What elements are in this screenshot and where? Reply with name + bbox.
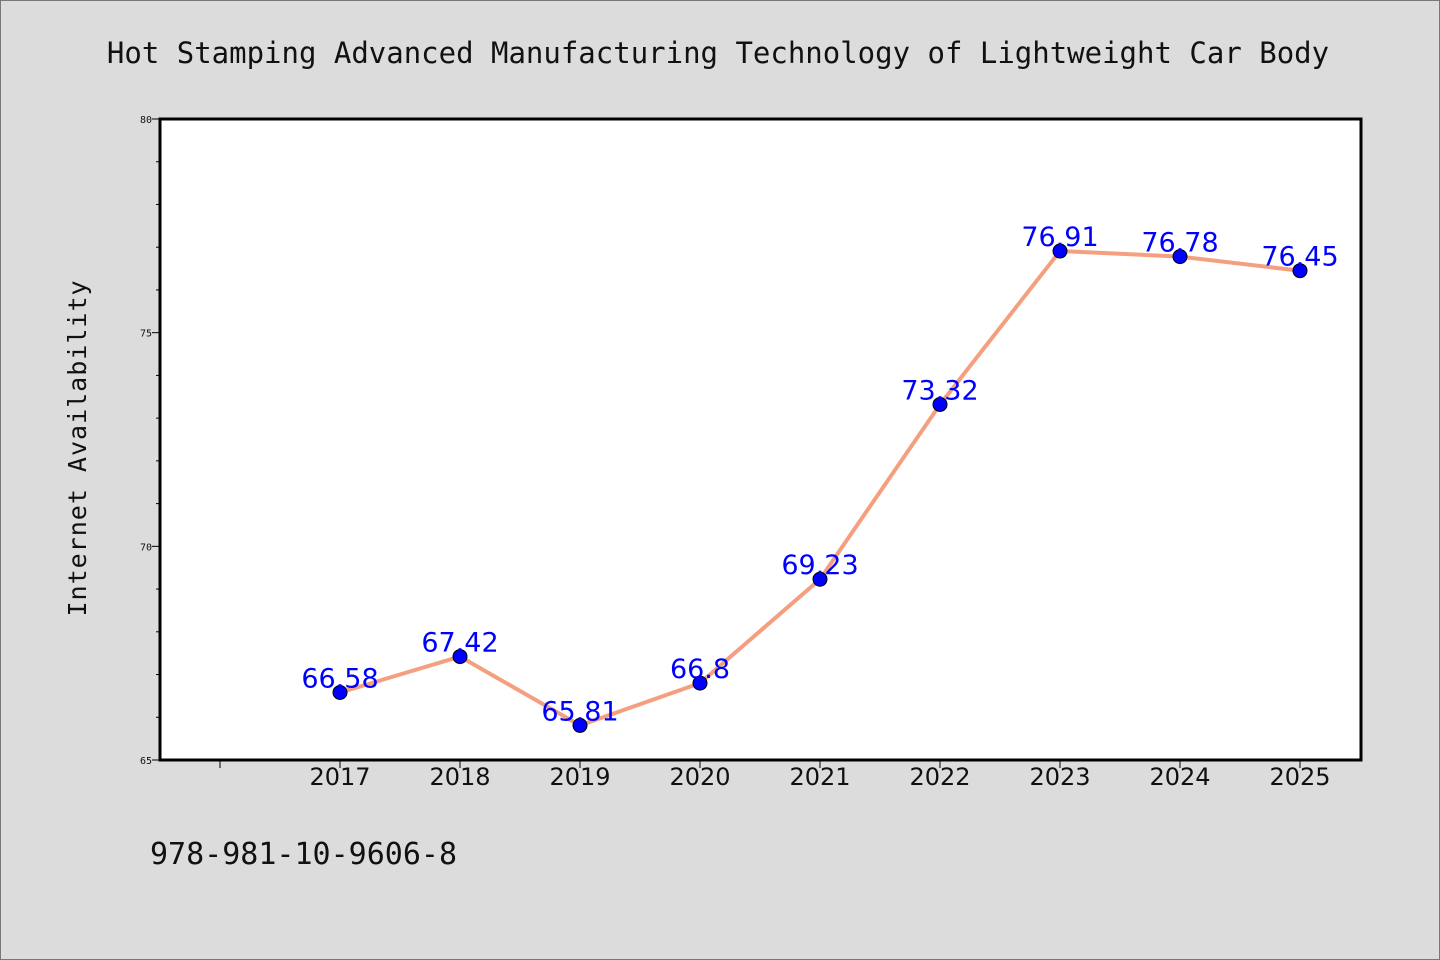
x-tick-label: 2018 xyxy=(429,763,490,791)
data-label: 65.81 xyxy=(541,696,618,727)
data-label: 66.58 xyxy=(301,663,378,694)
y-axis-label: Internet Availability xyxy=(63,279,92,616)
data-point xyxy=(572,717,588,733)
data-point xyxy=(332,684,348,700)
y-tick-label: 70 xyxy=(140,542,152,553)
y-tick-label: 75 xyxy=(140,329,152,340)
data-point xyxy=(1172,249,1188,265)
data-point xyxy=(812,571,828,587)
x-tick-label: 2017 xyxy=(309,763,370,791)
data-label: 67.42 xyxy=(421,628,498,659)
data-label: 69.23 xyxy=(781,550,858,581)
data-label: 73.32 xyxy=(901,375,978,406)
x-tick-label: 2020 xyxy=(669,763,730,791)
data-point xyxy=(1292,263,1308,279)
x-tick-label: 2021 xyxy=(789,763,850,791)
y-tick-label: 65 xyxy=(140,756,152,767)
data-markers xyxy=(332,243,1308,733)
data-label: 76.45 xyxy=(1261,242,1338,273)
axis-ticks: 65 70 75 80 2017 2018 2019 2020 2021 2022 2023 2024… xyxy=(140,115,1331,791)
x-tick-label: 2022 xyxy=(909,763,970,791)
plot-area xyxy=(158,117,1363,762)
data-point xyxy=(932,396,948,412)
chart-title: Hot Stamping Advanced Manufacturing Tech… xyxy=(107,36,1329,70)
data-label: 66.8 xyxy=(670,654,730,685)
data-point xyxy=(1052,243,1068,259)
x-tick-label: 2023 xyxy=(1029,763,1090,791)
data-label: 76.91 xyxy=(1021,222,1098,253)
data-labels: 66.58 67.42 65.81 66.8 69.23 73.32 76.91 76.78 7… xyxy=(301,222,1338,727)
x-tick-label: 2025 xyxy=(1269,763,1330,791)
y-tick-label: 80 xyxy=(140,115,152,126)
data-point xyxy=(692,675,708,691)
data-label: 76.78 xyxy=(1141,228,1218,259)
x-tick-label: 2019 xyxy=(549,763,610,791)
x-tick-label: 2024 xyxy=(1149,763,1210,791)
data-point xyxy=(452,649,468,665)
footer-isbn: 978-981-10-9606-8 xyxy=(150,837,457,872)
